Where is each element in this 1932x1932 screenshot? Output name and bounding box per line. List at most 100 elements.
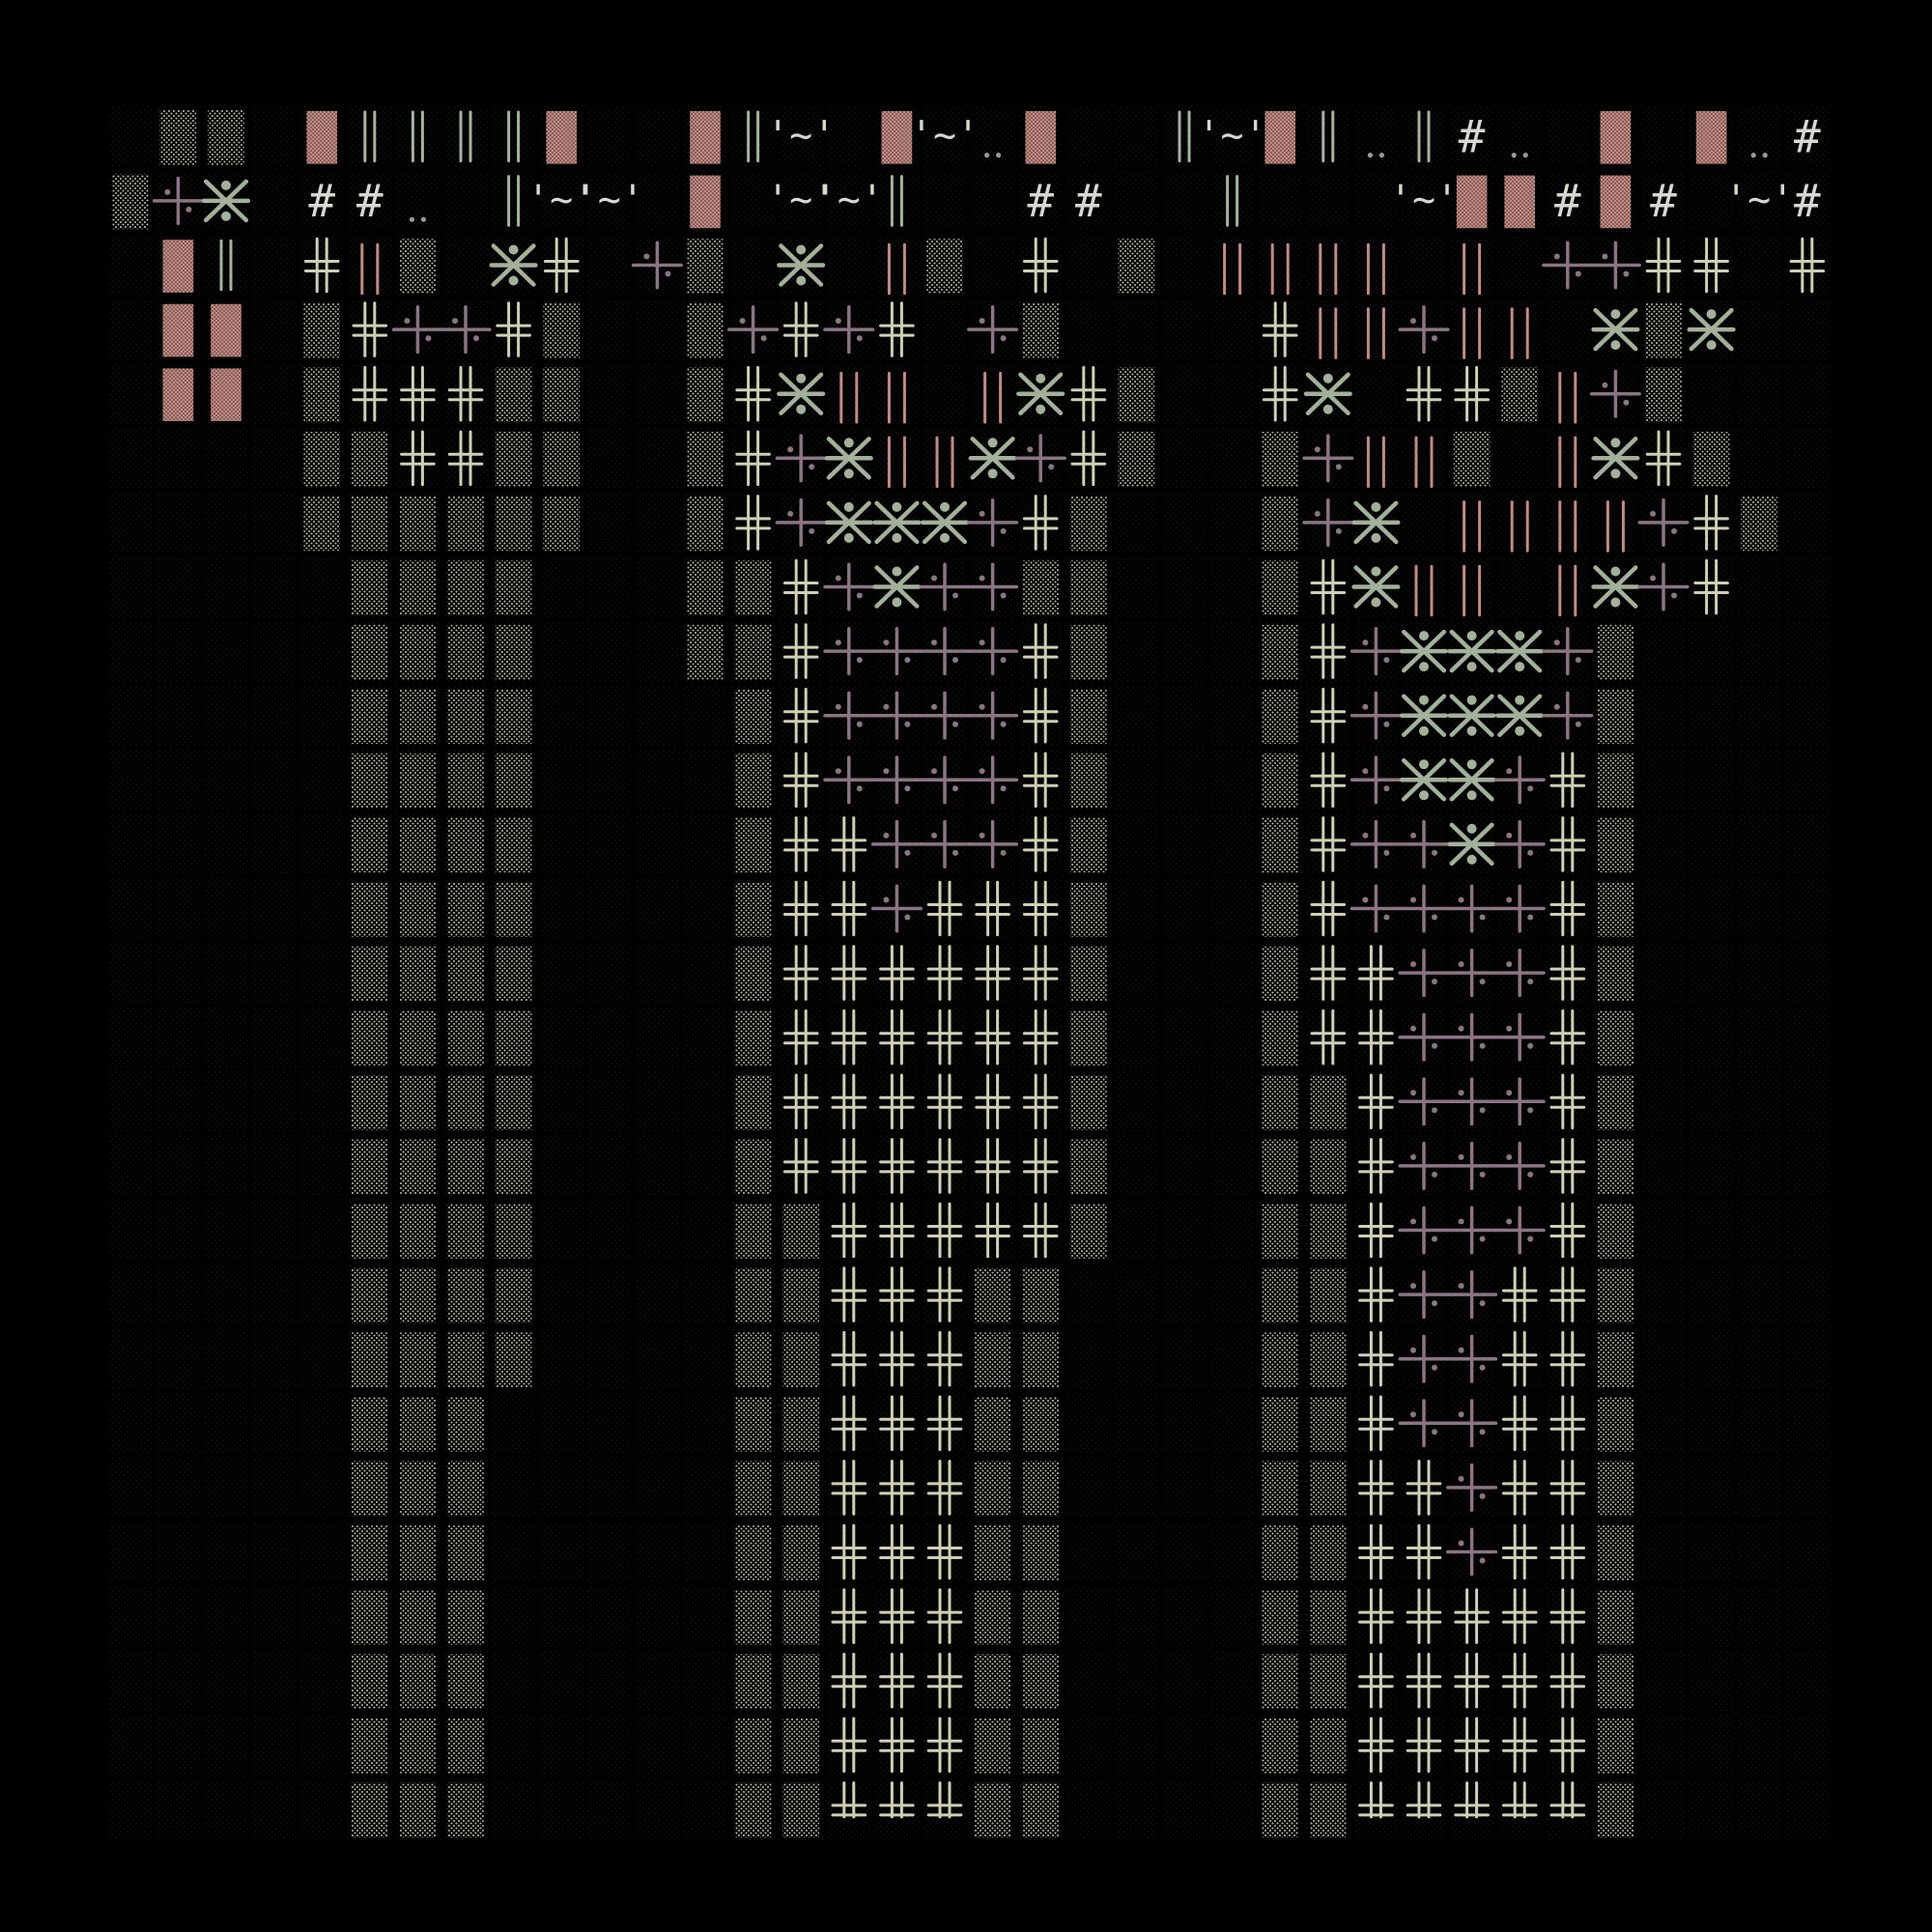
- plus-glyph: [919, 685, 971, 746]
- light-shade-glyph: [683, 235, 727, 296]
- empty-glyph: [108, 1200, 153, 1261]
- svg-text:#: #: [1075, 175, 1102, 227]
- light-shade-glyph: [395, 1071, 440, 1132]
- svg-text:'~': '~': [910, 113, 980, 157]
- hash-glyph: #: [1546, 170, 1590, 232]
- light-shade-glyph: [395, 1585, 440, 1647]
- double-cross-glyph: [970, 942, 1015, 1004]
- empty-glyph: [635, 1715, 680, 1776]
- svg-text:#: #: [356, 175, 384, 227]
- empty-glyph: [299, 1521, 344, 1582]
- empty-glyph: [299, 1328, 344, 1389]
- double-cross-glyph: [730, 363, 776, 424]
- light-shade-glyph: [1066, 492, 1111, 554]
- empty-glyph: [635, 1264, 680, 1325]
- empty-glyph: [587, 556, 632, 617]
- empty-glyph: [108, 363, 153, 424]
- double-cross-glyph: [874, 1715, 920, 1776]
- double-cross-glyph: [348, 363, 392, 424]
- double-cross-glyph: [923, 1328, 967, 1389]
- block-glyph: [1018, 106, 1063, 167]
- empty-glyph: [1737, 1778, 1781, 1840]
- light-shade-glyph: [683, 363, 727, 424]
- empty-glyph: [108, 750, 153, 810]
- plus-glyph: [391, 298, 443, 360]
- empty-glyph: [299, 1071, 344, 1132]
- light-shade-glyph: [348, 1135, 392, 1197]
- light-shade-glyph: [1066, 750, 1111, 810]
- double-cross-glyph: [923, 1393, 967, 1454]
- bars-glyph: [923, 428, 967, 489]
- double-cross-glyph: [874, 1328, 920, 1389]
- plus-glyph: [1493, 750, 1546, 810]
- empty-glyph: [204, 878, 248, 939]
- empty-glyph: [299, 685, 344, 746]
- light-shade-glyph: [443, 813, 488, 875]
- double-cross-glyph: [827, 1007, 871, 1067]
- empty-glyph: [683, 1071, 727, 1132]
- plus-glyph: [1493, 813, 1546, 875]
- empty-glyph: [587, 1200, 632, 1261]
- empty-glyph: [299, 1585, 344, 1647]
- empty-glyph: [683, 1135, 727, 1197]
- block-glyph: [1689, 106, 1734, 167]
- empty-glyph: [827, 235, 871, 296]
- empty-glyph: [156, 750, 201, 810]
- double-cross-glyph: [779, 1071, 823, 1132]
- double-cross-glyph: [923, 1264, 967, 1325]
- empty-glyph: [1114, 556, 1159, 617]
- empty-glyph: [299, 556, 344, 617]
- empty-glyph: [1785, 492, 1830, 554]
- empty-glyph: [587, 298, 632, 360]
- double-cross-glyph: [1353, 1585, 1399, 1647]
- light-shade-glyph: [395, 942, 440, 1004]
- empty-glyph: [1497, 235, 1542, 296]
- empty-glyph: [635, 1457, 680, 1519]
- light-shade-glyph: [730, 1264, 776, 1325]
- light-shade-glyph: [923, 235, 967, 296]
- double-cross-glyph: [874, 1200, 920, 1261]
- empty-glyph: [1066, 1457, 1111, 1519]
- double-bar-glyph: [1402, 106, 1446, 167]
- plus-glyph: [775, 428, 827, 489]
- hash-glyph: #: [1018, 170, 1063, 232]
- light-shade-glyph: [1018, 1778, 1063, 1840]
- double-bar-glyph: [395, 106, 440, 167]
- double-cross-glyph: [874, 1778, 920, 1840]
- plus-glyph: [823, 556, 875, 617]
- empty-glyph: [108, 235, 153, 296]
- dotdot-glyph: [1497, 106, 1542, 167]
- empty-glyph: [683, 1264, 727, 1325]
- empty-glyph: [1162, 170, 1207, 232]
- bars-glyph: [1497, 298, 1542, 360]
- empty-glyph: [299, 1264, 344, 1325]
- empty-glyph: [587, 750, 632, 810]
- double-cross-glyph: [1449, 1715, 1494, 1776]
- empty-glyph: [1737, 1135, 1781, 1197]
- light-shade-glyph: [1593, 620, 1638, 682]
- light-shade-glyph: [443, 750, 488, 810]
- light-shade-glyph: [1066, 556, 1111, 617]
- light-shade-glyph: [395, 685, 440, 746]
- light-shade-glyph: [348, 1650, 392, 1711]
- empty-glyph: [539, 1007, 583, 1067]
- star-glyph: [920, 492, 970, 554]
- light-shade-glyph: [443, 1071, 488, 1132]
- light-shade-glyph: [1258, 878, 1302, 939]
- empty-glyph: [156, 1585, 201, 1647]
- plus-glyph: [727, 298, 780, 360]
- plus-glyph: [1398, 1264, 1450, 1325]
- light-shade-glyph: [779, 1393, 823, 1454]
- star-glyph: [1591, 428, 1640, 489]
- plus-glyph: [1589, 363, 1641, 424]
- empty-glyph: [539, 1521, 583, 1582]
- empty-glyph: [1114, 1778, 1159, 1840]
- empty-glyph: [1785, 878, 1830, 939]
- light-shade-glyph: [443, 1328, 488, 1389]
- light-shade-glyph: [443, 1457, 488, 1519]
- empty-glyph: [1737, 1715, 1781, 1776]
- light-shade-glyph: [1593, 1200, 1638, 1261]
- light-shade-glyph: [1306, 1393, 1350, 1454]
- light-shade-glyph: [443, 1650, 488, 1711]
- empty-glyph: [1785, 1007, 1830, 1067]
